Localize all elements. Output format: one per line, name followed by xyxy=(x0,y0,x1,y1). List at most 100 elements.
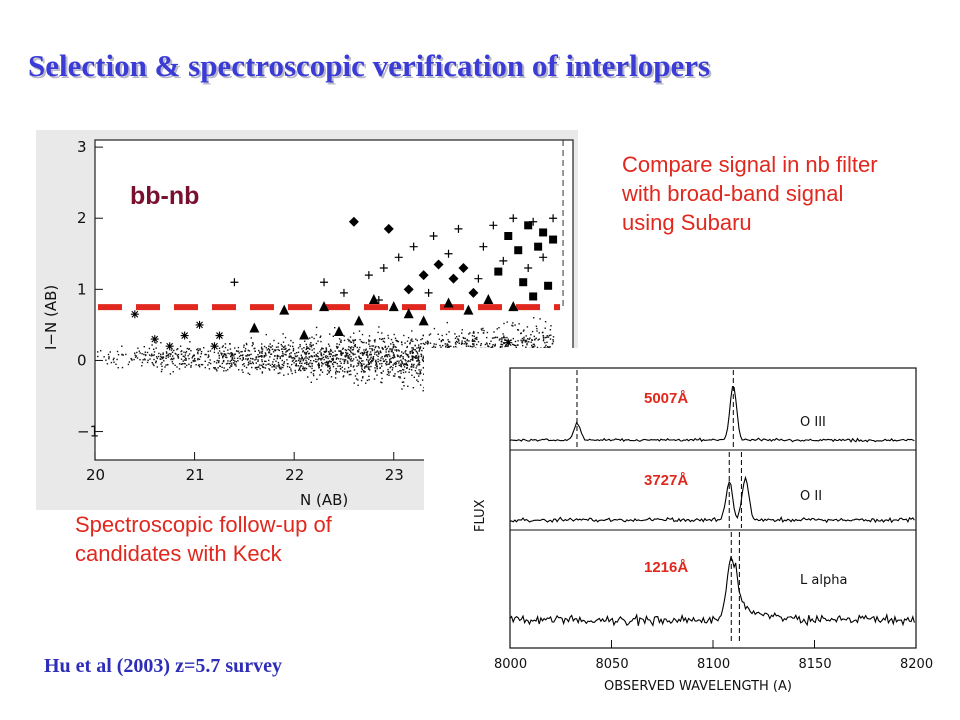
background-point xyxy=(520,339,522,342)
background-point xyxy=(215,362,218,364)
asterisk-marker xyxy=(165,342,174,351)
background-point xyxy=(227,352,229,355)
background-point xyxy=(381,347,383,349)
background-point xyxy=(142,359,144,361)
background-point xyxy=(486,331,489,334)
background-point xyxy=(354,339,356,341)
background-point xyxy=(396,340,398,342)
background-point xyxy=(170,353,172,355)
background-point xyxy=(380,381,382,383)
background-point xyxy=(331,358,333,360)
background-point xyxy=(489,343,491,345)
background-point xyxy=(403,377,406,379)
background-point xyxy=(307,353,310,355)
background-point xyxy=(416,353,419,355)
background-point xyxy=(407,354,409,356)
background-point xyxy=(188,357,190,360)
background-point xyxy=(289,345,292,347)
background-point xyxy=(256,366,258,369)
background-point xyxy=(486,343,488,345)
background-point xyxy=(228,362,231,365)
background-point xyxy=(279,357,281,360)
background-point xyxy=(420,372,422,374)
background-point xyxy=(380,357,382,359)
background-point xyxy=(218,360,220,362)
background-point xyxy=(412,356,415,358)
background-point xyxy=(533,343,535,345)
background-point xyxy=(231,353,233,355)
background-point xyxy=(404,342,406,344)
background-point xyxy=(261,352,263,355)
background-point xyxy=(207,356,209,359)
background-point xyxy=(363,351,366,353)
background-point xyxy=(183,359,186,361)
background-point xyxy=(538,332,540,334)
background-point xyxy=(413,356,415,359)
background-point xyxy=(328,353,330,356)
background-point xyxy=(113,357,115,359)
background-point xyxy=(299,345,301,348)
background-point xyxy=(542,340,545,342)
background-point xyxy=(247,364,249,366)
background-point xyxy=(268,348,270,351)
background-point xyxy=(386,355,388,357)
background-point xyxy=(411,338,413,340)
background-point xyxy=(414,370,417,372)
background-point xyxy=(161,365,163,367)
background-point xyxy=(276,356,279,358)
background-point xyxy=(322,347,324,350)
background-point xyxy=(150,355,152,357)
background-point xyxy=(117,367,119,369)
background-point xyxy=(390,365,392,368)
triangle-marker xyxy=(333,326,344,336)
background-point xyxy=(267,363,269,365)
background-point xyxy=(374,360,377,363)
background-point xyxy=(262,366,264,368)
background-point xyxy=(392,343,395,346)
background-point xyxy=(327,362,330,364)
background-point xyxy=(381,365,383,367)
background-point xyxy=(117,354,120,356)
background-point xyxy=(387,337,390,339)
background-point xyxy=(281,351,284,353)
background-point xyxy=(105,359,107,361)
background-point xyxy=(261,372,263,374)
background-point xyxy=(311,356,314,358)
background-point xyxy=(357,350,360,352)
background-point xyxy=(135,355,138,357)
background-point xyxy=(290,368,292,370)
x-tick-label: 21 xyxy=(186,466,205,484)
background-point xyxy=(153,358,155,361)
background-point xyxy=(409,343,411,345)
background-point xyxy=(386,347,388,350)
background-point xyxy=(427,342,429,344)
background-point xyxy=(160,355,162,358)
plus-marker xyxy=(499,256,508,265)
background-point xyxy=(332,357,334,360)
background-point xyxy=(472,338,474,341)
background-point xyxy=(434,346,437,348)
background-point xyxy=(170,358,172,361)
background-point xyxy=(403,364,405,366)
background-point xyxy=(165,351,168,353)
background-point xyxy=(180,353,183,355)
background-point xyxy=(382,348,384,350)
background-point xyxy=(287,344,290,346)
background-point xyxy=(207,350,209,353)
background-point xyxy=(292,345,294,348)
background-point xyxy=(335,371,337,373)
background-point xyxy=(304,353,306,355)
background-point xyxy=(264,360,266,362)
triangle-marker xyxy=(403,308,414,319)
background-point xyxy=(230,359,233,361)
background-point xyxy=(311,349,313,351)
background-point xyxy=(248,350,251,352)
background-point xyxy=(309,337,311,339)
background-point xyxy=(432,346,434,349)
background-point xyxy=(523,329,525,331)
background-point xyxy=(503,322,505,325)
background-point xyxy=(97,351,99,353)
background-point xyxy=(480,328,483,330)
background-point xyxy=(534,345,536,347)
background-point xyxy=(160,342,162,344)
